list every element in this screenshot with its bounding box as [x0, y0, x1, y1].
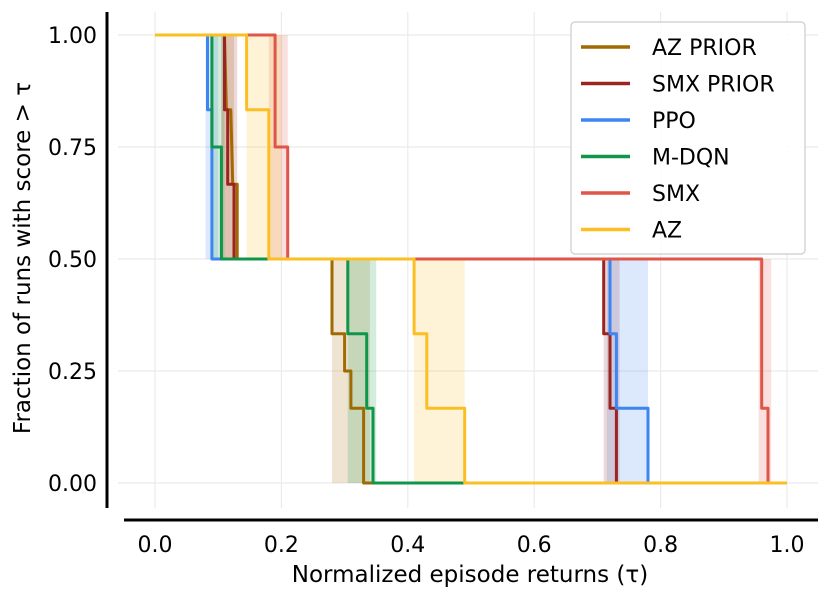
x-tick-label: 0.8	[643, 533, 678, 558]
x-tick-label: 0.0	[138, 533, 173, 558]
legend: AZ PRIOR SMX PRIOR PPO M-DQN SMX AZ	[570, 21, 806, 255]
legend-label-ppo: PPO	[652, 109, 696, 134]
y-tick-label: 0.00	[48, 472, 97, 497]
x-tick-label: 0.4	[390, 533, 425, 558]
y-axis-label: Fraction of runs with score > τ	[10, 82, 36, 434]
series-line-ppo	[155, 33, 787, 485]
confidence-band-m-dqn	[347, 259, 377, 483]
y-tick-label: 0.75	[48, 136, 97, 161]
x-axis-label: Normalized episode returns (τ)	[292, 562, 648, 588]
y-tick-label: 0.25	[48, 360, 97, 385]
x-tick-label: 0.2	[264, 533, 299, 558]
series-line-az	[155, 33, 787, 485]
legend-label-smx: SMX	[652, 182, 700, 207]
axes: 0.0 0.2 0.4 0.6 0.8 1.0 0.00 0.25 0.50 0.75 1.00	[48, 12, 818, 558]
series-lines	[155, 33, 787, 485]
series-line-smx	[155, 33, 787, 485]
x-tick-label: 0.6	[517, 533, 552, 558]
series-line-m-dqn	[155, 33, 787, 485]
legend-label-az-prior: AZ PRIOR	[652, 36, 757, 61]
x-tick-label: 1.0	[770, 533, 805, 558]
confidence-band-az	[414, 259, 465, 483]
y-tick-label: 1.00	[48, 24, 97, 49]
legend-box	[570, 21, 806, 255]
y-tick-label: 0.50	[48, 248, 97, 273]
legend-label-m-dqn: M-DQN	[652, 146, 730, 171]
confidence-band-ppo	[606, 259, 648, 483]
legend-label-smx-prior: SMX PRIOR	[652, 73, 775, 98]
legend-label-az: AZ	[652, 219, 682, 244]
